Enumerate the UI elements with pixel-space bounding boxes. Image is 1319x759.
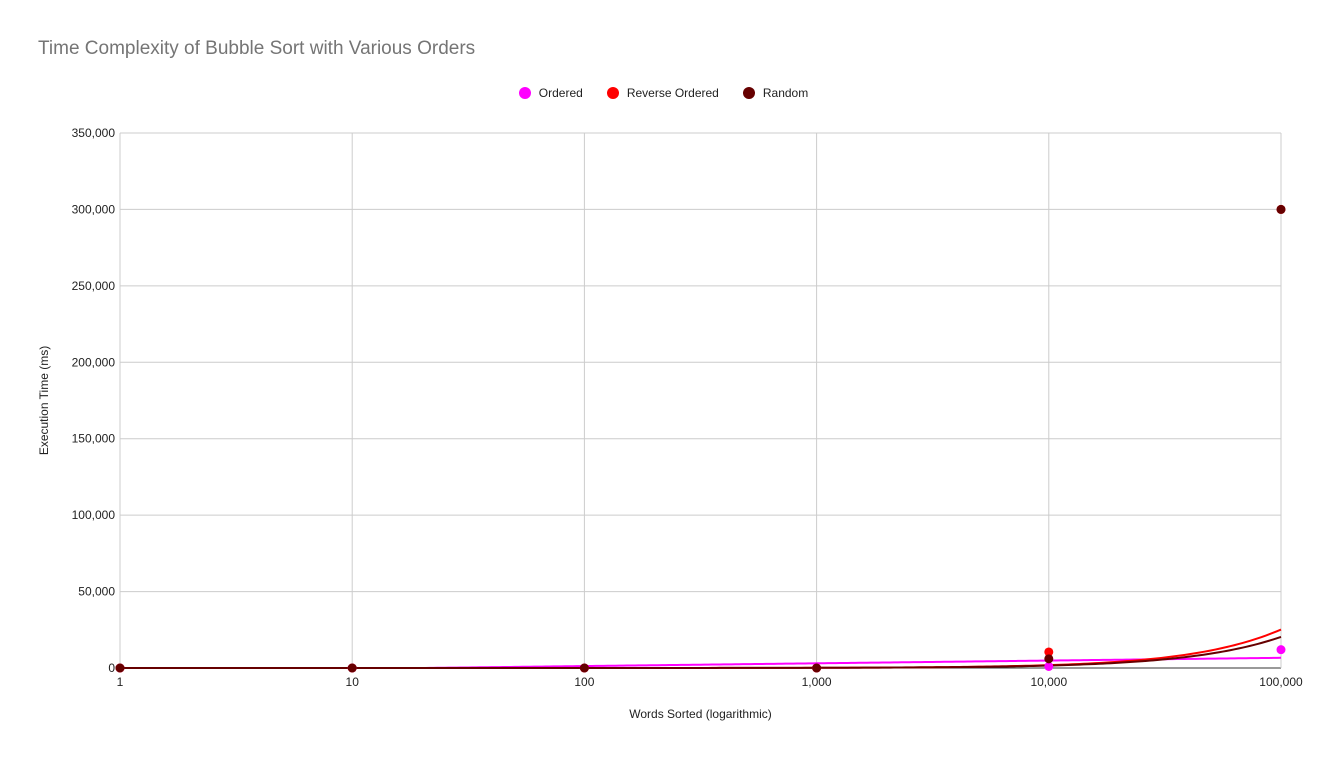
y-axis-ticks: 0 50,000 100,000 150,000 200,000 250,000 300,0… xyxy=(72,126,116,675)
legend-item-reverse-ordered[interactable]: Reverse Ordered xyxy=(599,86,719,100)
data-point-ordered[interactable] xyxy=(1276,645,1286,655)
data-point-random[interactable] xyxy=(812,663,822,673)
chart-title: Time Complexity of Bubble Sort with Vari… xyxy=(38,38,476,59)
data-point-random[interactable] xyxy=(1044,654,1054,664)
y-tick-label: 50,000 xyxy=(78,585,115,599)
trendline-reverse-ordered xyxy=(120,628,1282,669)
legend-label-reverse-ordered: Reverse Ordered xyxy=(626,86,719,100)
y-tick-label: 300,000 xyxy=(72,202,116,216)
x-tick-label: 10,000 xyxy=(1030,675,1067,689)
x-axis-title: Words Sorted (logarithmic) xyxy=(629,707,772,721)
legend-label-ordered: Ordered xyxy=(538,86,583,100)
legend-item-ordered[interactable]: Ordered xyxy=(511,86,583,100)
legend-swatch-ordered xyxy=(518,87,531,99)
data-point-random[interactable] xyxy=(579,663,589,673)
y-tick-label: 150,000 xyxy=(72,432,116,446)
x-tick-label: 100 xyxy=(574,675,594,689)
y-axis-title: Execution Time (ms) xyxy=(37,346,51,455)
y-tick-label: 100,000 xyxy=(72,508,116,522)
data-point-random[interactable] xyxy=(115,663,125,673)
y-tick-label: 250,000 xyxy=(72,279,116,293)
data-point-random[interactable] xyxy=(1276,204,1286,214)
y-tick-label: 0 xyxy=(108,661,115,675)
x-tick-label: 10 xyxy=(346,675,360,689)
legend-swatch-reverse-ordered xyxy=(606,87,619,99)
trendlines xyxy=(120,628,1282,669)
data-point-ordered[interactable] xyxy=(1044,661,1054,671)
y-tick-label: 350,000 xyxy=(72,126,116,140)
legend-swatch-random xyxy=(742,87,755,99)
legend-item-random[interactable]: Random xyxy=(735,86,808,100)
x-tick-label: 1,000 xyxy=(802,675,832,689)
trendline-random xyxy=(120,635,1282,669)
x-tick-label: 1 xyxy=(117,675,124,689)
x-axis-ticks: 1 10 100 1,000 10,000 100,000 xyxy=(117,675,1303,689)
y-tick-label: 200,000 xyxy=(72,355,116,369)
data-point-reverse-ordered[interactable] xyxy=(1044,647,1054,657)
data-points xyxy=(115,204,1286,673)
legend: Ordered Reverse Ordered Random xyxy=(0,86,1319,100)
x-tick-label: 100,000 xyxy=(1259,675,1303,689)
data-point-random[interactable] xyxy=(347,663,357,673)
legend-label-random: Random xyxy=(762,86,809,100)
gridlines xyxy=(119,132,1282,669)
